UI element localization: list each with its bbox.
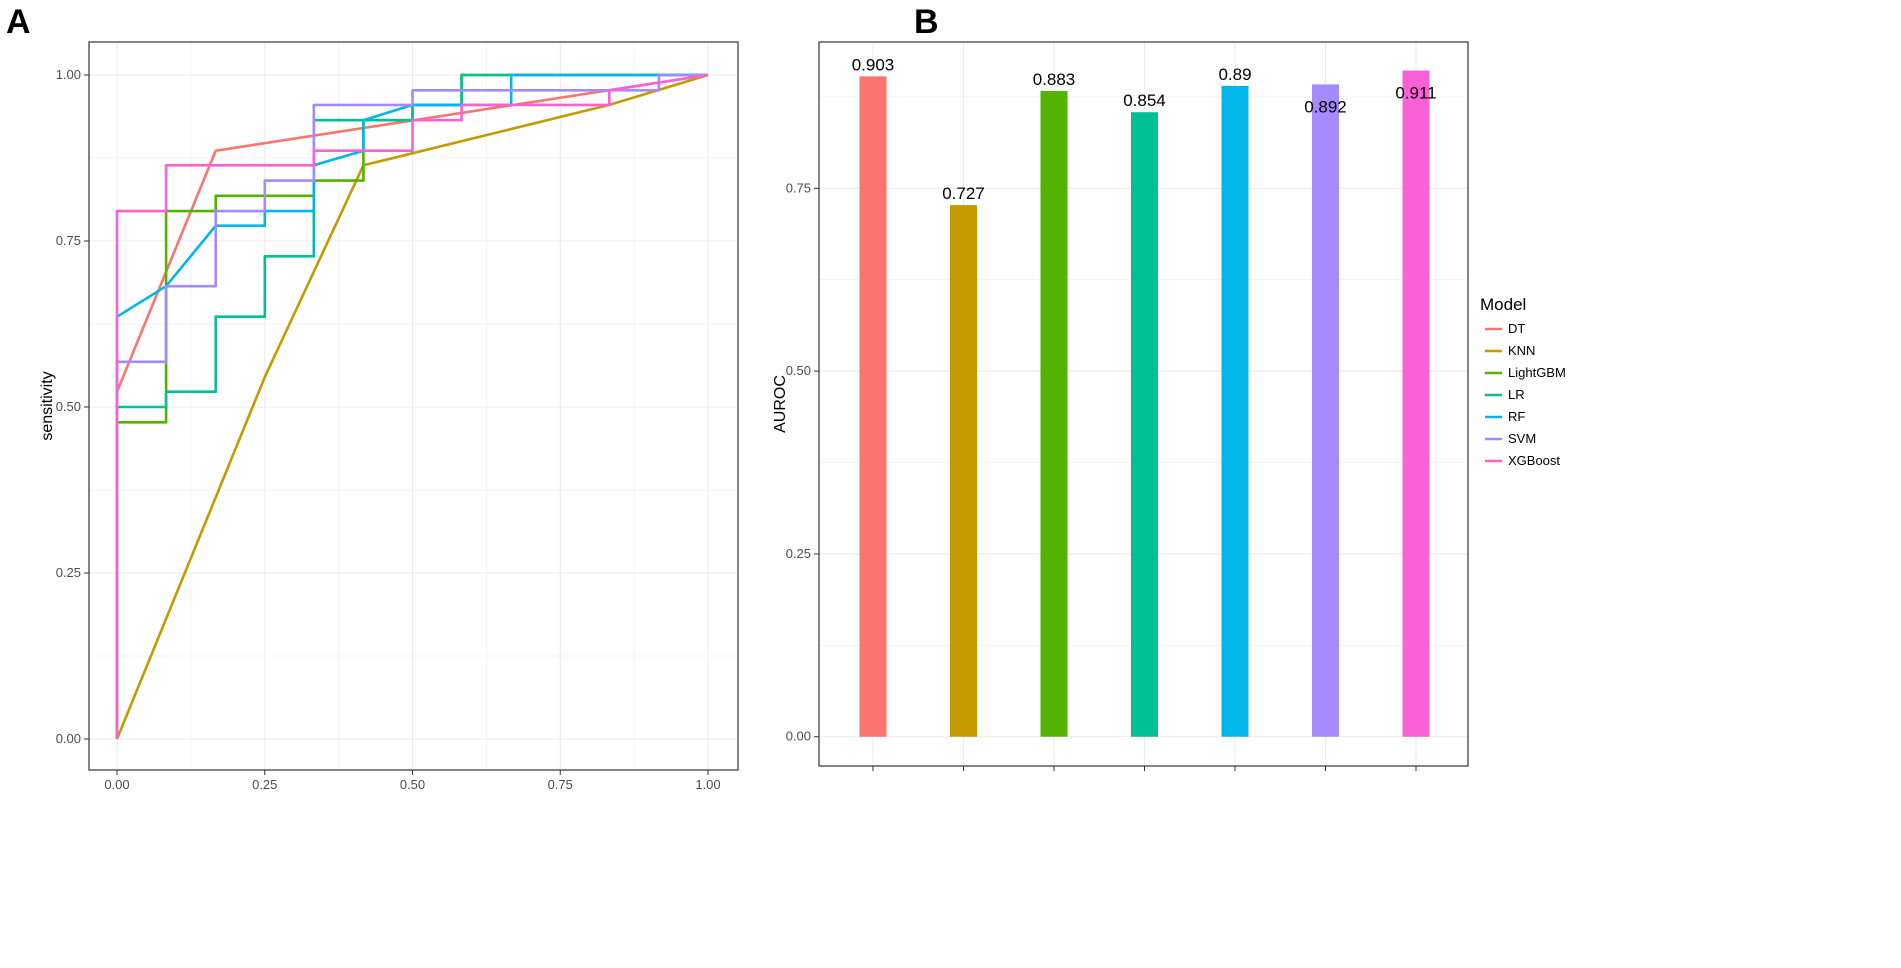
roc-x-tick-label: 0.00 [104, 777, 129, 792]
legend-label-svm: SVM [1508, 431, 1536, 446]
roc-y-tick-label: 0.00 [56, 731, 81, 746]
roc-x-tick-label: 0.50 [400, 777, 425, 792]
legend-label-knn: KNN [1508, 343, 1535, 358]
legend-label-lightgbm: LightGBM [1508, 365, 1566, 380]
auroc-y-axis-title: AUROC [772, 375, 789, 433]
legend-title: Model [1480, 295, 1526, 314]
auroc-bar-svm [1312, 84, 1339, 737]
auroc-bar-label-knn: 0.727 [942, 184, 985, 203]
auroc-bar-dt [859, 76, 887, 737]
auroc-bar-xgboost [1402, 70, 1430, 737]
legend-label-rf: RF [1508, 409, 1525, 424]
legend-items: DT KNN LightGBM LR RF SVM XGBoost [1485, 321, 1566, 468]
auroc-x-axis [872, 766, 1417, 771]
auroc-bar-labels: 0.903 0.727 0.883 0.854 0.89 0.892 0.911 [852, 55, 1437, 203]
roc-panel-background [89, 42, 738, 770]
auroc-bar-label-xgboost: 0.911 [1395, 84, 1436, 103]
auroc-bar-lightgbm [1040, 90, 1068, 737]
roc-gridlines [89, 42, 738, 770]
roc-chart: 0.00 0.25 0.50 0.75 1.00 0.00 0.25 0.50 0.75 1.0… [39, 41, 739, 792]
auroc-bar-lr [1131, 112, 1158, 737]
roc-y-axis: 0.00 0.25 0.50 0.75 1.00 [56, 67, 89, 746]
roc-curve-xgboost [115, 73, 709, 739]
auroc-y-tick-label: 0.25 [786, 546, 811, 561]
auroc-y-tick-label: 0.75 [786, 180, 811, 195]
legend-label-lr: LR [1508, 387, 1525, 402]
auroc-bar-label-dt: 0.903 [852, 55, 895, 74]
auroc-bar-rf [1221, 85, 1249, 737]
auroc-bar-label-svm: 0.892 [1304, 97, 1347, 116]
auroc-y-tick-label: 0.00 [786, 729, 811, 744]
roc-y-tick-label: 0.50 [56, 399, 81, 414]
roc-x-tick-label: 0.25 [252, 777, 277, 792]
roc-y-tick-label: 0.25 [56, 565, 81, 580]
roc-y-axis-title: sensitivity [39, 371, 56, 440]
auroc-y-axis: 0.00 0.25 0.50 0.75 [786, 180, 819, 744]
auroc-bar-label-rf: 0.89 [1218, 65, 1251, 84]
roc-x-tick-label: 1.00 [695, 777, 720, 792]
legend-label-xgboost: XGBoost [1508, 453, 1560, 468]
panel-b-label: B [914, 3, 939, 41]
auroc-panel-border [818, 41, 1469, 767]
legend-label-dt: DT [1508, 321, 1525, 336]
roc-y-tick-label: 1.00 [56, 67, 81, 82]
roc-y-tick-label: 0.75 [56, 233, 81, 248]
auroc-y-tick-label: 0.50 [786, 363, 811, 378]
roc-x-tick-label: 0.75 [548, 777, 573, 792]
roc-curves [115, 73, 709, 740]
auroc-bar-knn [950, 205, 977, 737]
auroc-bar-label-lr: 0.854 [1123, 91, 1166, 110]
panel-a-label: A [6, 3, 31, 41]
roc-panel-border [88, 41, 739, 771]
legend: Model DT KNN LightGBM LR RF SVM XGBoost [1480, 295, 1566, 468]
roc-x-axis: 0.00 0.25 0.50 0.75 1.00 [104, 770, 721, 792]
roc-curve-svm [115, 73, 708, 739]
auroc-bar-label-lightgbm: 0.883 [1033, 70, 1076, 89]
auroc-bars [859, 70, 1430, 737]
